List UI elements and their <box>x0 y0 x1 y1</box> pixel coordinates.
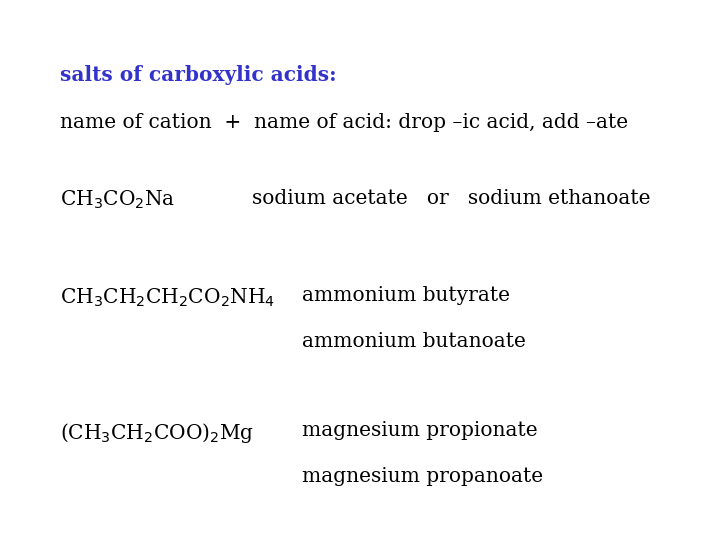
Text: sodium acetate   or   sodium ethanoate: sodium acetate or sodium ethanoate <box>252 189 650 208</box>
Text: magnesium propanoate: magnesium propanoate <box>302 467 544 486</box>
Text: magnesium propionate: magnesium propionate <box>302 421 538 440</box>
Text: CH$_3$CO$_2$Na: CH$_3$CO$_2$Na <box>60 189 175 211</box>
Text: ammonium butyrate: ammonium butyrate <box>302 286 510 305</box>
Text: (CH$_3$CH$_2$COO)$_2$Mg: (CH$_3$CH$_2$COO)$_2$Mg <box>60 421 253 445</box>
Text: ammonium butanoate: ammonium butanoate <box>302 332 526 351</box>
Text: name of cation  +  name of acid: drop –ic acid, add –ate: name of cation + name of acid: drop –ic … <box>60 113 628 132</box>
Text: salts of carboxylic acids:: salts of carboxylic acids: <box>60 65 336 85</box>
Text: CH$_3$CH$_2$CH$_2$CO$_2$NH$_4$: CH$_3$CH$_2$CH$_2$CO$_2$NH$_4$ <box>60 286 275 308</box>
